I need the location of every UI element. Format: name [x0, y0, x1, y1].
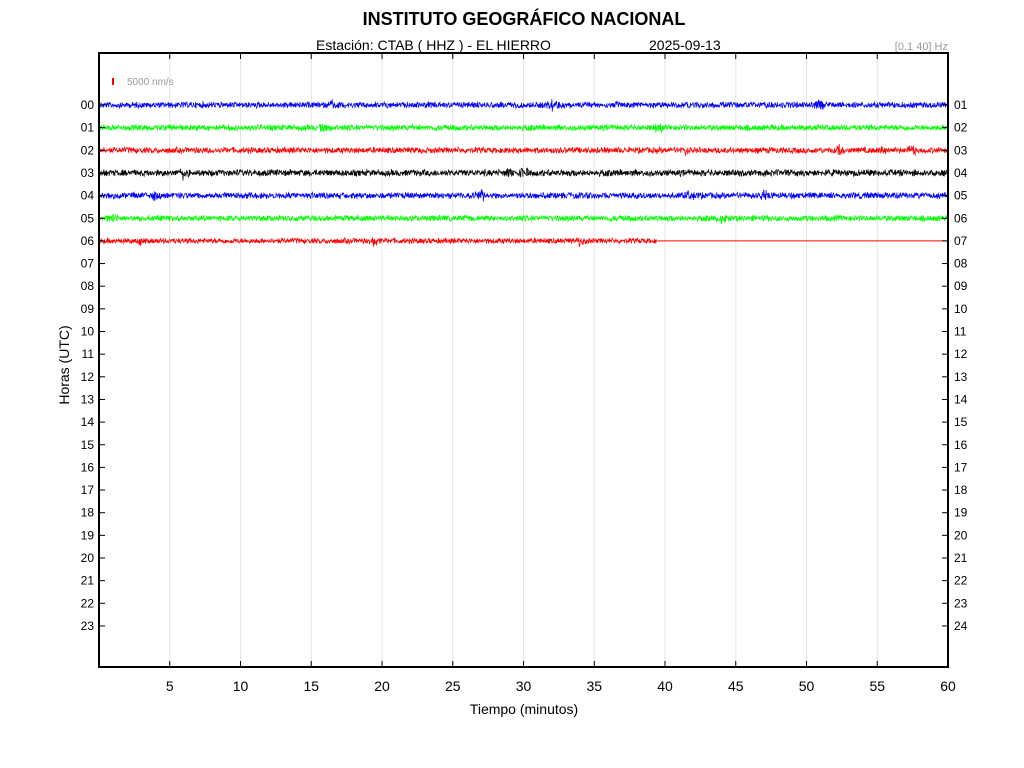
y-axis-right: 01 02 03 04 05 06 07 08 09 10 11 12 13 14 15 16 17 18 19 20… [942, 98, 968, 633]
x-tick-label: 35 [586, 678, 602, 694]
y-tick-label-left: 04 [81, 189, 95, 203]
trace-hour-01 [98, 123, 949, 133]
x-axis-label: Tiempo (minutos) [470, 701, 578, 717]
x-tick-label: 15 [303, 678, 319, 694]
x-tick-label: 50 [799, 678, 815, 694]
trace-group [98, 98, 949, 248]
y-tick-label-right: 19 [954, 506, 968, 520]
y-tick-label-left: 11 [82, 347, 95, 361]
y-tick-label-right: 04 [954, 166, 968, 180]
y-tick-label-right: 18 [954, 483, 968, 497]
trace-hour-04 [98, 189, 949, 202]
y-tick-label-left: 16 [81, 460, 95, 474]
y-tick-label-left: 01 [81, 121, 95, 135]
scale-bar-mark [112, 78, 114, 85]
x-tick-label: 45 [728, 678, 744, 694]
filter-label: [0.1 40] Hz [894, 41, 948, 53]
y-tick-label-right: 23 [954, 596, 968, 610]
station-label: Estación: CTAB ( HHZ ) - EL HIERRO [316, 37, 551, 53]
y-tick-label-left: 13 [81, 392, 95, 406]
x-tick-label: 10 [233, 678, 249, 694]
y-tick-label-left: 10 [81, 325, 95, 339]
y-tick-label-left: 15 [81, 438, 95, 452]
y-tick-label-left: 21 [81, 574, 95, 588]
y-tick-label-right: 08 [954, 257, 968, 271]
y-tick-label-right: 21 [954, 551, 968, 565]
y-tick-label-left: 09 [81, 302, 95, 316]
y-tick-label-left: 22 [81, 596, 95, 610]
y-tick-label-right: 05 [954, 189, 968, 203]
x-tick-label: 25 [445, 678, 461, 694]
y-tick-label-right: 06 [954, 211, 968, 225]
y-tick-label-left: 08 [81, 279, 95, 293]
y-tick-label-right: 22 [954, 574, 968, 588]
y-tick-label-left: 14 [81, 415, 95, 429]
x-tick-label: 5 [166, 678, 174, 694]
y-tick-label-left: 17 [81, 483, 95, 497]
x-tick-label: 55 [869, 678, 885, 694]
y-tick-label-right: 09 [954, 279, 968, 293]
y-tick-label-right: 13 [954, 370, 968, 384]
trace-hour-02 [98, 143, 949, 157]
chart-title: INSTITUTO GEOGRÁFICO NACIONAL [362, 9, 686, 29]
y-tick-label-right: 07 [954, 234, 968, 248]
y-tick-label-left: 18 [81, 506, 95, 520]
date-label: 2025-09-13 [649, 37, 721, 53]
y-tick-label-left: 23 [81, 619, 95, 633]
y-tick-label-left: 03 [81, 166, 95, 180]
y-tick-label-right: 11 [954, 325, 967, 339]
scale-bar-label: 5000 nm/s [127, 77, 174, 88]
y-tick-label-left: 05 [81, 211, 95, 225]
y-tick-label-right: 12 [954, 347, 968, 361]
x-tick-label: 30 [516, 678, 532, 694]
y-tick-label-right: 24 [954, 619, 968, 633]
y-tick-label-right: 01 [954, 98, 968, 112]
x-tick-label: 20 [374, 678, 390, 694]
y-tick-label-left: 20 [81, 551, 95, 565]
x-tick-label: 60 [940, 678, 956, 694]
scale-bar: 5000 nm/s [112, 77, 174, 88]
y-tick-label-left: 06 [81, 234, 95, 248]
y-tick-label-right: 16 [954, 438, 968, 452]
y-tick-label-right: 14 [954, 392, 968, 406]
x-axis: 5 10 15 20 25 30 35 40 45 50 55 60 [166, 53, 956, 694]
trace-hour-06 [98, 237, 658, 248]
y-tick-label-right: 03 [954, 143, 968, 157]
y-axis-left: 00 01 02 03 04 05 06 07 08 09 10 11 12 13 14 15 16 17 18 19… [81, 98, 105, 633]
grid-lines [169, 53, 878, 667]
y-tick-label-left: 19 [81, 528, 95, 542]
x-tick-label: 40 [657, 678, 673, 694]
y-tick-label-left: 00 [81, 98, 95, 112]
y-tick-label-right: 20 [954, 528, 968, 542]
y-tick-label-right: 17 [954, 460, 968, 474]
y-tick-label-left: 07 [81, 257, 95, 271]
y-axis-label: Horas (UTC) [56, 325, 72, 404]
trace-hour-00 [98, 98, 949, 112]
y-tick-label-right: 15 [954, 415, 968, 429]
y-tick-label-right: 10 [954, 302, 968, 316]
y-tick-label-left: 02 [81, 143, 95, 157]
trace-hour-03 [98, 167, 949, 181]
trace-hour-05 [98, 213, 949, 225]
y-tick-label-left: 12 [81, 370, 95, 384]
y-tick-label-right: 02 [954, 121, 968, 135]
